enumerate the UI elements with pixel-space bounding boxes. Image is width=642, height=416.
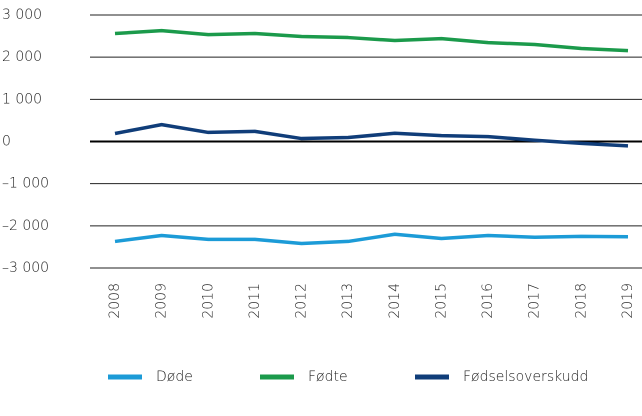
line	[114, 232, 629, 246]
x-tick-label: 2014	[387, 283, 403, 319]
x-tick-label: 2016	[480, 283, 496, 319]
x-tick-label: 2009	[154, 283, 170, 319]
y-tick-label: 3 000	[2, 7, 42, 23]
line	[114, 122, 629, 148]
y-tick-label: 0	[2, 134, 11, 150]
y-tick-label: –1 000	[2, 176, 49, 192]
line	[114, 28, 629, 53]
legend-label: Fødselsoverskudd	[463, 369, 588, 385]
x-tick-label: 2019	[620, 283, 636, 319]
x-tick-label: 2018	[573, 283, 589, 319]
legend-label: Døde	[156, 369, 193, 385]
y-tick-label: 2 000	[2, 49, 42, 65]
x-tick-label: 2010	[200, 283, 216, 319]
x-tick-label: 2011	[247, 283, 263, 319]
x-tick-label: 2017	[527, 283, 543, 319]
y-tick-label: –3 000	[2, 260, 49, 276]
y-tick-label: 1 000	[2, 91, 42, 107]
x-tick-label: 2015	[433, 283, 449, 319]
x-tick-label: 2012	[294, 283, 310, 319]
y-tick-label: –2 000	[2, 218, 49, 234]
x-tick-label: 2013	[340, 283, 356, 319]
legend-label: Fødte	[308, 369, 348, 385]
x-tick-label: 2008	[107, 283, 123, 319]
